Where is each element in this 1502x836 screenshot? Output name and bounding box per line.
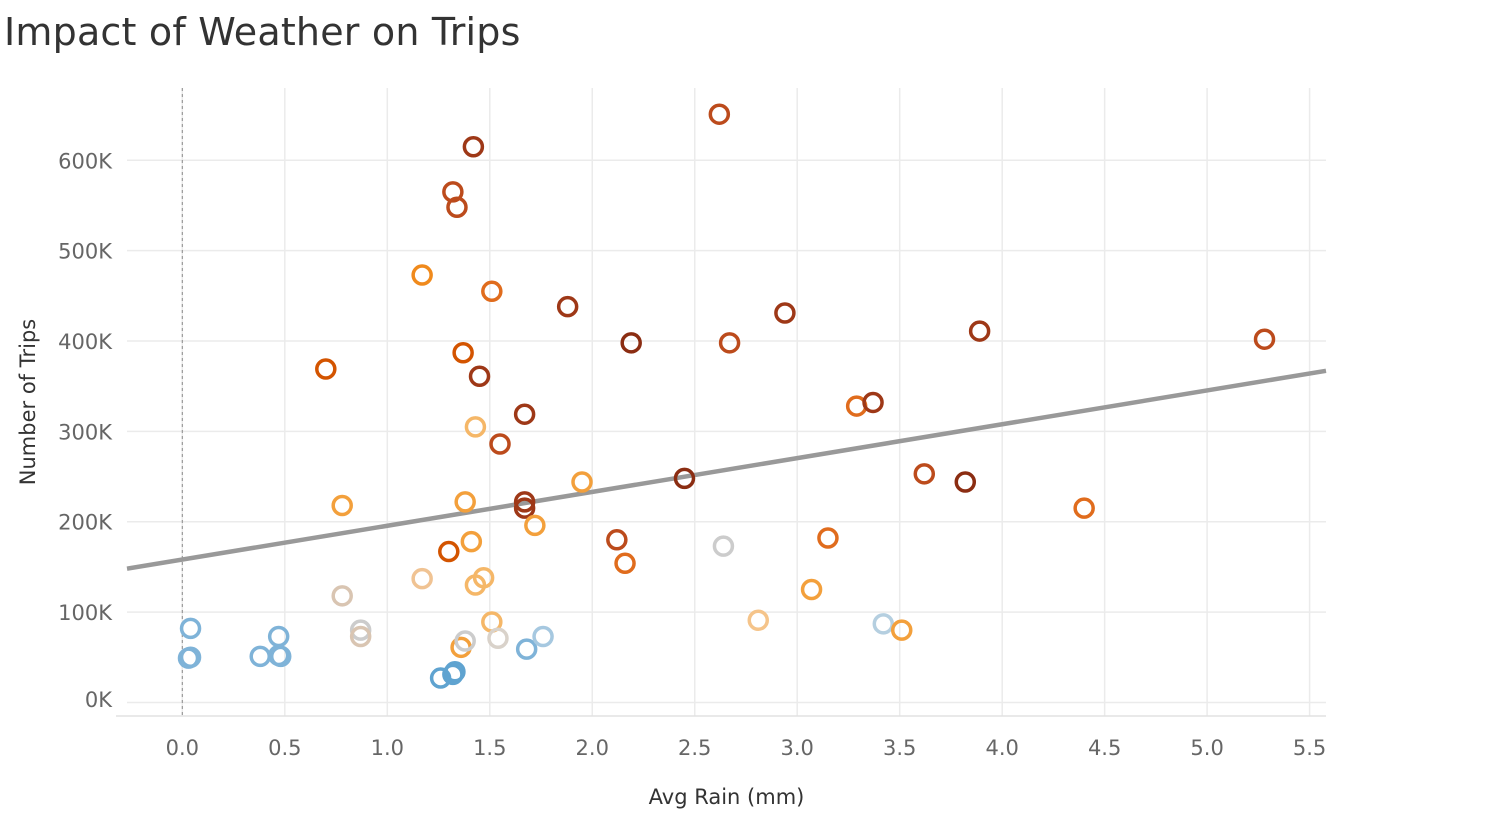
data-point [315,358,337,380]
data-point [817,527,839,549]
x-tick-label: 1.5 [473,736,506,760]
data-point [513,491,536,513]
x-tick-label: 5.0 [1190,736,1223,760]
x-axis-title: Avg Rain (mm) [649,785,805,809]
data-point [954,471,977,493]
data-point [532,625,554,648]
data-point [267,644,290,667]
y-tick-label: 0K [85,688,113,712]
x-tick-label: 0.0 [166,736,199,760]
data-point [718,332,741,354]
data-point [571,471,593,493]
data-point [872,613,895,635]
data-point [331,585,353,607]
y-tick-label: 300K [58,420,113,444]
data-point [890,619,913,641]
y-tick-label: 100K [58,601,113,625]
data-point [481,280,503,303]
data-point [747,609,770,631]
data-point [513,403,536,425]
data-point [468,365,491,387]
data-point [487,627,509,650]
chart-title: Impact of Weather on Trips [4,10,521,54]
x-tick-label: 3.5 [883,736,916,760]
data-point [800,578,823,601]
data-point [411,567,433,590]
x-tick-label: 5.5 [1293,736,1326,760]
data-point [349,625,372,648]
data-point [606,529,628,551]
y-tick-label: 500K [58,240,113,264]
data-point [708,103,731,125]
data-point [249,645,271,668]
data-point [774,302,796,324]
x-tick-label: 0.5 [268,736,301,760]
data-point [673,467,696,490]
data-point [411,264,433,286]
data-point [464,416,487,438]
data-point [349,619,372,641]
data-point [968,320,991,342]
data-point [452,342,474,364]
data-point [556,295,579,318]
data-point [460,530,483,553]
data-point [462,135,485,158]
data-point [454,491,476,513]
data-point [620,332,642,354]
x-tick-label: 2.5 [678,736,711,760]
data-point [712,535,735,557]
data-point [614,552,636,575]
trend-line [126,368,1327,571]
data-point [489,433,511,455]
data-point [438,540,460,563]
data-point [472,566,495,589]
data-point [1253,328,1276,350]
data-point [179,617,202,640]
data-point [524,514,546,537]
data-point [446,196,468,219]
x-tick-label: 3.0 [781,736,814,760]
data-point [177,647,200,669]
x-tick-label: 1.0 [371,736,404,760]
data-point [454,630,476,652]
data-point [1073,497,1095,519]
x-tick-label: 4.0 [985,736,1018,760]
y-tick-label: 600K [58,149,113,173]
y-axis-title: Number of Trips [16,319,40,485]
y-tick-label: 200K [58,511,113,535]
data-point [513,497,536,519]
data-point [442,663,464,686]
x-tick-label: 2.0 [576,736,609,760]
data-point [913,463,936,485]
data-point [515,638,538,660]
data-point [331,494,353,517]
data-point [862,391,884,414]
x-tick-label: 4.5 [1088,736,1121,760]
y-tick-label: 400K [58,330,113,354]
